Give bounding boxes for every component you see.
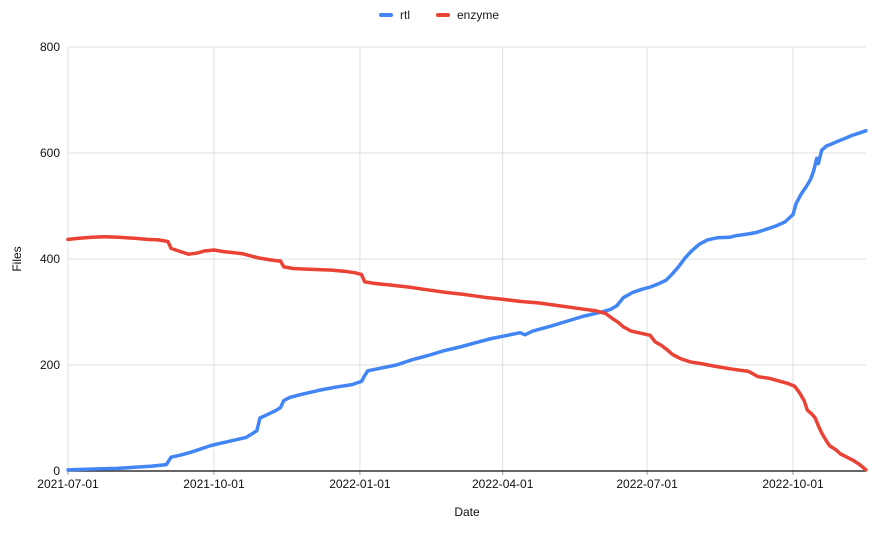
series-line-rtl	[66, 128, 868, 472]
y-tick-label: 0	[53, 464, 60, 478]
y-tick-label: 200	[40, 358, 60, 372]
legend-swatch-rtl	[378, 13, 393, 17]
plot-area[interactable]	[68, 47, 866, 471]
legend-label: enzyme	[456, 8, 500, 22]
legend-swatch-enzyme	[435, 13, 450, 17]
y-tick-label: 600	[40, 146, 60, 160]
y-tick-label: 800	[40, 40, 60, 54]
x-tick-label: 2022-04-01	[472, 477, 534, 491]
legend-item-enzyme[interactable]: enzyme	[435, 8, 500, 22]
legend-label: rtl	[399, 8, 410, 22]
x-tick-label: 2022-10-01	[762, 477, 824, 491]
legend-item-rtl[interactable]: rtl	[378, 8, 410, 22]
series-line-enzyme	[66, 234, 868, 472]
x-tick-label: 2022-07-01	[616, 477, 678, 491]
legend: rtl enzyme	[0, 9, 878, 21]
y-tick-label: 400	[40, 252, 60, 266]
y-axis-title: Files	[10, 246, 24, 271]
x-tick-label: 2021-10-01	[183, 477, 245, 491]
x-axis-title: Date	[454, 505, 480, 519]
x-tick-label: 2022-01-01	[329, 477, 391, 491]
x-tick-label: 2021-07-01	[37, 477, 99, 491]
